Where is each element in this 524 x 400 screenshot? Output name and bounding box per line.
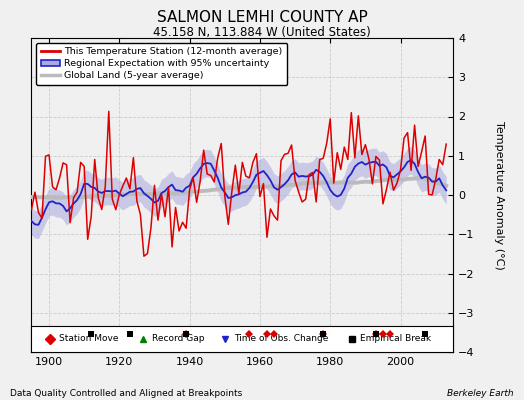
Legend: This Temperature Station (12-month average), Regional Expectation with 95% uncer: This Temperature Station (12-month avera…	[36, 43, 288, 85]
Y-axis label: Temperature Anomaly (°C): Temperature Anomaly (°C)	[494, 121, 504, 269]
Text: 45.158 N, 113.884 W (United States): 45.158 N, 113.884 W (United States)	[153, 26, 371, 39]
Text: Data Quality Controlled and Aligned at Breakpoints: Data Quality Controlled and Aligned at B…	[10, 389, 243, 398]
Text: Berkeley Earth: Berkeley Earth	[447, 389, 514, 398]
Text: SALMON LEMHI COUNTY AP: SALMON LEMHI COUNTY AP	[157, 10, 367, 25]
